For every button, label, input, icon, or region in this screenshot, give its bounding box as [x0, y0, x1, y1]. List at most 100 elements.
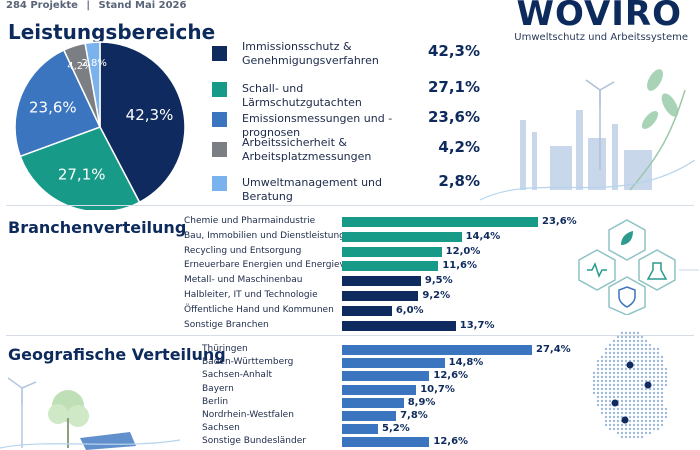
map-dot [656, 399, 660, 403]
map-dot [600, 375, 604, 379]
map-dot [604, 395, 608, 399]
map-pin-icon [621, 416, 629, 424]
pie-slice-label: 2,8% [81, 58, 106, 69]
map-dot [596, 379, 600, 383]
bar-category-label: Bau, Immobilien und Dienstleistungen [184, 230, 357, 241]
map-dot [620, 347, 624, 351]
map-dot [612, 387, 616, 391]
map-dot [652, 363, 656, 367]
map-dot [616, 347, 620, 351]
map-dot [612, 419, 616, 423]
map-dot [636, 363, 640, 367]
header-date: Stand Mai 2026 [98, 0, 187, 11]
map-dot [612, 367, 616, 371]
map-dot [648, 371, 652, 375]
map-dot [644, 371, 648, 375]
header-separator: | [86, 0, 91, 11]
map-dot [612, 411, 616, 415]
map-dot [620, 355, 624, 359]
map-dot [608, 399, 612, 403]
map-dot [648, 423, 652, 427]
map-dot [628, 379, 632, 383]
map-dot [616, 431, 620, 435]
map-dot [620, 407, 624, 411]
map-dot [616, 359, 620, 363]
bar [342, 371, 430, 382]
map-dot [644, 399, 648, 403]
bar-category-label: Berlin [202, 396, 229, 407]
map-dot [636, 399, 640, 403]
map-dot [624, 343, 628, 347]
map-dot [612, 343, 616, 347]
map-dot [640, 419, 644, 423]
bar [342, 424, 379, 435]
map-dot [656, 379, 660, 383]
map-dot [624, 435, 628, 439]
map-dot [640, 379, 644, 383]
map-dot [620, 335, 624, 339]
map-dot [620, 391, 624, 395]
map-dot [596, 387, 600, 391]
pie-chart: 42,3% 27,1% 23,6% 4,2%2,8% [14, 41, 186, 210]
map-dot [640, 355, 644, 359]
map-dot [640, 383, 644, 387]
map-dot [632, 339, 636, 343]
map-dot [596, 391, 600, 395]
map-dot [648, 427, 652, 431]
project-count: 284 Projekte [6, 0, 78, 11]
bar [342, 384, 417, 395]
map-dot [620, 427, 624, 431]
map-dot [636, 335, 640, 339]
map-dot [616, 407, 620, 411]
map-dot [652, 371, 656, 375]
map-dot [600, 399, 604, 403]
pie-slice [84, 41, 101, 128]
map-dot [604, 359, 608, 363]
map-dot [636, 367, 640, 371]
map-dot [612, 423, 616, 427]
map-dot [592, 375, 596, 379]
map-dot [644, 431, 648, 435]
map-dot [632, 347, 636, 351]
map-dot [592, 379, 596, 383]
map-dot [640, 399, 644, 403]
map-dot [652, 395, 656, 399]
map-dot [628, 387, 632, 391]
bar-category-label: Metall- und Maschinenbau [184, 275, 303, 286]
bar-category-label: Sachsen-Anhalt [202, 370, 272, 381]
divider [6, 205, 694, 206]
map-dot [608, 403, 612, 407]
map-dot [640, 371, 644, 375]
bar [342, 320, 456, 331]
map-dot [608, 367, 612, 371]
map-dot [632, 435, 636, 439]
map-dot [624, 423, 628, 427]
map-dot [656, 423, 660, 427]
legend-value: 42,3% [427, 42, 480, 60]
map-dot [660, 375, 664, 379]
map-dot [652, 403, 656, 407]
map-dot [624, 383, 628, 387]
map-dot [600, 359, 604, 363]
map-dot [628, 427, 632, 431]
map-dot [628, 415, 632, 419]
map-dot [636, 343, 640, 347]
map-dot [624, 427, 628, 431]
map-dot [604, 403, 608, 407]
map-dot [608, 415, 612, 419]
map-dot [616, 423, 620, 427]
map-dot [616, 363, 620, 367]
map-dot [664, 367, 668, 371]
legend-item: Immissionsschutz & Genehmigungsverfahren 4… [212, 40, 480, 70]
map-dot [612, 339, 616, 343]
map-dot [596, 383, 600, 387]
shield-icon [608, 276, 646, 315]
bar-value-label: 10,7% [420, 383, 455, 395]
map-dot [620, 379, 624, 383]
map-dot [612, 415, 616, 419]
map-dot [616, 351, 620, 355]
bar [342, 261, 439, 272]
map-dot [652, 359, 656, 363]
map-dot [616, 371, 620, 375]
map-dot [660, 415, 664, 419]
